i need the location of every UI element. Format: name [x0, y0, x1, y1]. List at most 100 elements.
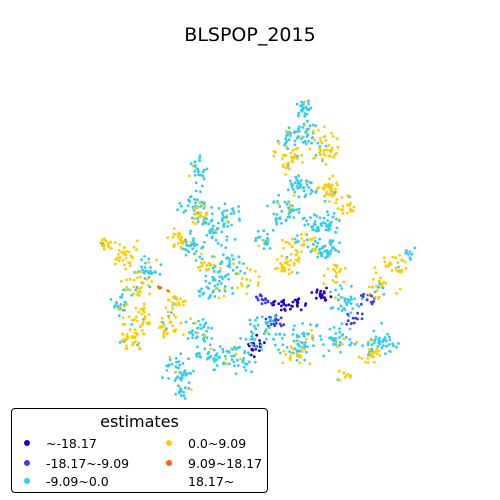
- map-point: [341, 212, 345, 215]
- map-point: [281, 336, 284, 340]
- map-point: [135, 285, 139, 289]
- map-point: [130, 293, 134, 297]
- map-point: [350, 341, 353, 345]
- map-point: [200, 263, 204, 267]
- map-point: [303, 195, 307, 199]
- map-point: [171, 235, 175, 239]
- map-point: [239, 337, 243, 340]
- map-point: [333, 263, 336, 267]
- map-point: [270, 319, 274, 323]
- map-point: [284, 153, 288, 157]
- map-point: [323, 135, 327, 138]
- map-point: [341, 204, 345, 208]
- map-point: [200, 327, 203, 330]
- map-point: [302, 334, 306, 338]
- map-point: [317, 248, 321, 251]
- map-point: [222, 294, 226, 298]
- map-point: [109, 298, 113, 301]
- map-point: [395, 345, 398, 349]
- map-point: [274, 332, 278, 336]
- map-point: [165, 364, 169, 368]
- map-point: [182, 371, 186, 374]
- map-point: [186, 337, 190, 340]
- map-point: [168, 358, 172, 362]
- map-point: [296, 186, 300, 190]
- map-point: [250, 370, 253, 374]
- map-point: [295, 136, 299, 140]
- map-point: [118, 307, 122, 311]
- map-point: [374, 271, 378, 275]
- map-point: [236, 286, 240, 290]
- map-point: [144, 261, 147, 265]
- map-point: [370, 343, 374, 347]
- map-point: [217, 207, 221, 210]
- map-point: [274, 317, 278, 321]
- map-point: [158, 286, 161, 290]
- map-point: [284, 219, 288, 223]
- map-point: [181, 362, 185, 365]
- map-point: [214, 231, 218, 235]
- map-point: [188, 244, 192, 247]
- map-point: [313, 138, 317, 142]
- map-point: [128, 288, 132, 292]
- map-point: [203, 339, 207, 343]
- map-point: [326, 213, 330, 217]
- map-point: [195, 355, 199, 358]
- map-point: [312, 344, 315, 347]
- map-point: [224, 274, 228, 277]
- map-point: [207, 356, 210, 359]
- map-point: [269, 322, 273, 326]
- map-point: [148, 292, 152, 296]
- map-point: [192, 239, 195, 243]
- map-point: [260, 294, 263, 298]
- map-point: [223, 289, 227, 293]
- map-point: [295, 271, 299, 275]
- map-point: [117, 248, 121, 252]
- map-point: [370, 355, 374, 358]
- map-point: [218, 345, 222, 348]
- map-point: [113, 262, 117, 266]
- map-point: [188, 371, 192, 375]
- map-point: [395, 291, 398, 295]
- map-point: [178, 363, 182, 367]
- map-point: [162, 323, 166, 327]
- map-point: [165, 332, 169, 335]
- map-point: [360, 317, 364, 321]
- map-point: [280, 265, 284, 269]
- map-point: [329, 150, 332, 154]
- map-point: [196, 198, 199, 202]
- legend-label-class-4: 0.0~9.09: [188, 435, 247, 451]
- map-point: [141, 268, 144, 272]
- map-point: [305, 183, 309, 187]
- map-point: [202, 261, 206, 264]
- legend-marker-class-1: [24, 440, 30, 446]
- map-point: [135, 331, 139, 335]
- map-point: [188, 195, 192, 199]
- map-point: [176, 375, 180, 379]
- map-point: [222, 361, 226, 364]
- map-point: [120, 251, 124, 254]
- map-point: [205, 167, 209, 171]
- map-point: [167, 316, 171, 320]
- map-point: [338, 378, 341, 382]
- map-point: [293, 139, 297, 143]
- map-point: [109, 246, 112, 250]
- map-point: [304, 142, 308, 146]
- map-point: [270, 301, 273, 305]
- map-point: [272, 320, 276, 324]
- map-point: [146, 277, 149, 281]
- map-point: [327, 143, 331, 147]
- map-point: [334, 201, 338, 205]
- map-point: [272, 200, 276, 204]
- map-point: [223, 354, 227, 358]
- map-point: [289, 252, 293, 256]
- map-point: [133, 335, 137, 338]
- map-point: [318, 334, 322, 338]
- map-point: [219, 267, 222, 270]
- map-point: [247, 352, 251, 356]
- map-point: [180, 378, 183, 382]
- map-point: [310, 249, 314, 253]
- map-point: [306, 222, 310, 226]
- map-point: [145, 321, 149, 325]
- map-point: [166, 310, 170, 314]
